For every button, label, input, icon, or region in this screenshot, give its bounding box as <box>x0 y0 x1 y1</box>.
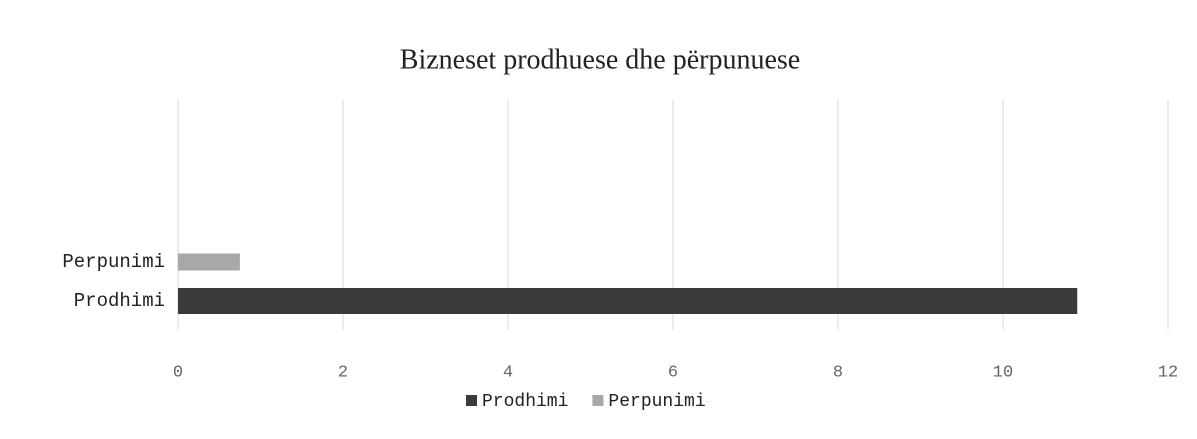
legend-label: Prodhimi <box>482 392 568 412</box>
bar <box>178 253 240 271</box>
x-tick-label: 4 <box>503 363 513 382</box>
x-tick-label: 2 <box>338 363 348 382</box>
x-tick-label: 12 <box>1158 363 1178 382</box>
legend-swatch <box>592 395 604 406</box>
x-tick-label: 6 <box>668 363 678 382</box>
legend-label: Perpunimi <box>608 392 705 412</box>
y-tick-label: Prodhimi <box>74 290 165 312</box>
chart-title: Bizneset prodhuese dhe përpunuese <box>400 44 800 75</box>
legend-swatch <box>466 395 477 406</box>
x-tick-label: 0 <box>173 363 183 382</box>
x-tick-label: 8 <box>833 363 843 382</box>
bar <box>178 288 1078 314</box>
x-tick-label: 10 <box>993 363 1013 382</box>
y-tick-label: Perpunimi <box>62 251 165 273</box>
